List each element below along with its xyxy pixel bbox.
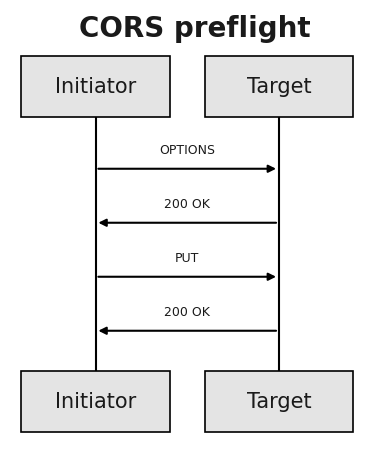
Bar (21, 56, 170, 117)
Text: OPTIONS: OPTIONS (159, 144, 215, 158)
Text: CORS preflight: CORS preflight (79, 15, 311, 43)
Text: 200 OK: 200 OK (164, 198, 210, 211)
Text: Initiator: Initiator (55, 392, 136, 412)
Text: Initiator: Initiator (55, 76, 136, 97)
Text: Target: Target (246, 392, 311, 412)
Text: Target: Target (246, 76, 311, 97)
Text: PUT: PUT (175, 252, 199, 266)
Bar (21, 371, 170, 432)
Text: 200 OK: 200 OK (164, 306, 210, 320)
Bar (205, 371, 353, 432)
Bar (205, 56, 353, 117)
